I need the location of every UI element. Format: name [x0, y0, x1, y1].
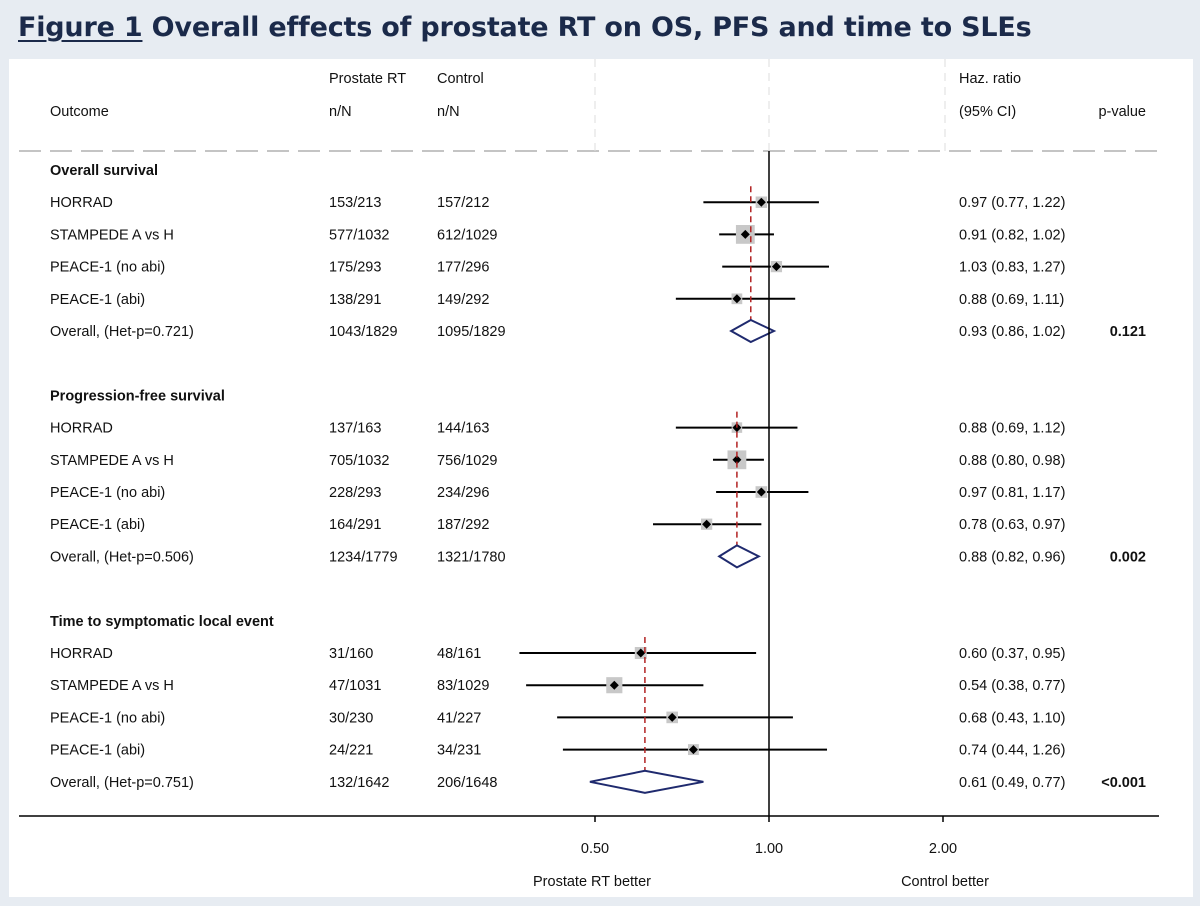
study-rt-count: 175/293 [329, 260, 381, 276]
study-name: PEACE-1 (abi) [50, 517, 145, 533]
study-control-count: 149/292 [437, 292, 489, 308]
overall-hr-ci: 0.93 (0.86, 1.02) [959, 324, 1065, 340]
study-rt-count: 577/1032 [329, 227, 389, 243]
study-hr-ci: 1.03 (0.83, 1.27) [959, 260, 1065, 276]
point-estimate [688, 745, 698, 755]
study-control-count: 34/231 [437, 743, 481, 759]
forest-plot: Prostate RT Control Haz. ratio Outcome n/N n/… [19, 59, 1159, 890]
overall-control-count: 206/1648 [437, 775, 497, 791]
study-rt-count: 228/293 [329, 485, 381, 501]
study-hr-ci: 0.91 (0.82, 1.02) [959, 227, 1065, 243]
point-estimate [732, 455, 742, 465]
header-rt-nN: n/N [329, 104, 352, 120]
overall-rt-count: 1234/1779 [329, 549, 398, 565]
study-name: STAMPEDE A vs H [50, 227, 174, 243]
point-estimate [636, 648, 646, 658]
point-estimate [702, 519, 712, 529]
point-estimate [771, 262, 781, 272]
point-estimate [740, 229, 750, 239]
study-rt-count: 31/160 [329, 646, 373, 662]
study-rt-count: 137/163 [329, 421, 381, 437]
study-hr-ci: 0.68 (0.43, 1.10) [959, 710, 1065, 726]
study-hr-ci: 0.97 (0.77, 1.22) [959, 195, 1065, 211]
study-control-count: 48/161 [437, 646, 481, 662]
study-name: HORRAD [50, 646, 113, 662]
header-prostate-rt: Prostate RT [329, 71, 406, 87]
study-rt-count: 24/221 [329, 743, 373, 759]
forest-plot-panel: Prostate RT Control Haz. ratio Outcome n/N n/… [9, 59, 1193, 897]
study-name: HORRAD [50, 421, 113, 437]
overall-name: Overall, (Het-p=0.751) [50, 775, 194, 791]
overall-hr-ci: 0.61 (0.49, 0.77) [959, 775, 1065, 791]
overall-p-value: 0.002 [1110, 549, 1146, 565]
x-tick-label: 1.00 [755, 841, 783, 857]
study-rt-count: 47/1031 [329, 678, 381, 694]
overall-p-value: 0.121 [1110, 324, 1146, 340]
study-control-count: 234/296 [437, 485, 489, 501]
study-hr-ci: 0.78 (0.63, 0.97) [959, 517, 1065, 533]
study-control-count: 756/1029 [437, 453, 497, 469]
study-hr-ci: 0.88 (0.69, 1.12) [959, 421, 1065, 437]
header-ci: (95% CI) [959, 104, 1016, 120]
x-tick-label: 0.50 [581, 841, 609, 857]
study-control-count: 157/212 [437, 195, 489, 211]
overall-hr-ci: 0.88 (0.82, 0.96) [959, 549, 1065, 565]
pooled-diamond [717, 544, 761, 569]
overall-control-count: 1095/1829 [437, 324, 506, 340]
point-estimate [609, 680, 619, 690]
point-estimate [756, 487, 766, 497]
study-hr-ci: 0.88 (0.69, 1.11) [959, 292, 1064, 308]
group-title: Overall survival [50, 163, 158, 179]
group-title: Progression-free survival [50, 388, 225, 404]
study-control-count: 41/227 [437, 710, 481, 726]
study-rt-count: 138/291 [329, 292, 381, 308]
overall-p-value: <0.001 [1101, 775, 1146, 791]
figure-number: Figure 1 [18, 12, 143, 43]
pooled-diamond [589, 769, 704, 794]
header-control-nN: n/N [437, 104, 460, 120]
point-estimate [667, 712, 677, 722]
study-rt-count: 164/291 [329, 517, 381, 533]
figure-title-text: Overall effects of prostate RT on OS, PF… [151, 12, 1032, 43]
study-rt-count: 30/230 [329, 710, 373, 726]
header-haz-ratio: Haz. ratio [959, 71, 1021, 87]
study-rt-count: 705/1032 [329, 453, 389, 469]
header-outcome: Outcome [50, 104, 109, 120]
point-estimate [732, 294, 742, 304]
overall-name: Overall, (Het-p=0.721) [50, 324, 194, 340]
study-name: STAMPEDE A vs H [50, 453, 174, 469]
study-control-count: 144/163 [437, 421, 489, 437]
study-hr-ci: 0.88 (0.80, 0.98) [959, 453, 1065, 469]
study-control-count: 83/1029 [437, 678, 489, 694]
favours-left-label: Prostate RT better [533, 874, 651, 890]
study-control-count: 612/1029 [437, 227, 497, 243]
study-hr-ci: 0.54 (0.38, 0.77) [959, 678, 1065, 694]
overall-rt-count: 132/1642 [329, 775, 389, 791]
study-name: PEACE-1 (no abi) [50, 485, 165, 501]
overall-control-count: 1321/1780 [437, 549, 506, 565]
study-hr-ci: 0.60 (0.37, 0.95) [959, 646, 1065, 662]
study-name: PEACE-1 (no abi) [50, 710, 165, 726]
study-name: PEACE-1 (no abi) [50, 260, 165, 276]
favours-right-label: Control better [901, 874, 989, 890]
point-estimate [756, 197, 766, 207]
overall-name: Overall, (Het-p=0.506) [50, 549, 194, 565]
study-name: PEACE-1 (abi) [50, 743, 145, 759]
study-hr-ci: 0.97 (0.81, 1.17) [959, 485, 1065, 501]
pooled-diamond [729, 318, 777, 344]
figure-title: Figure 1 Overall effects of prostate RT … [18, 12, 1032, 43]
study-control-count: 187/292 [437, 517, 489, 533]
header-control: Control [437, 71, 484, 87]
group-title: Time to symptomatic local event [50, 614, 274, 630]
study-name: STAMPEDE A vs H [50, 678, 174, 694]
study-rt-count: 153/213 [329, 195, 381, 211]
overall-rt-count: 1043/1829 [329, 324, 398, 340]
header-p-value: p-value [1098, 104, 1146, 120]
study-name: PEACE-1 (abi) [50, 292, 145, 308]
study-hr-ci: 0.74 (0.44, 1.26) [959, 743, 1065, 759]
x-tick-label: 2.00 [929, 841, 957, 857]
study-name: HORRAD [50, 195, 113, 211]
study-control-count: 177/296 [437, 260, 489, 276]
